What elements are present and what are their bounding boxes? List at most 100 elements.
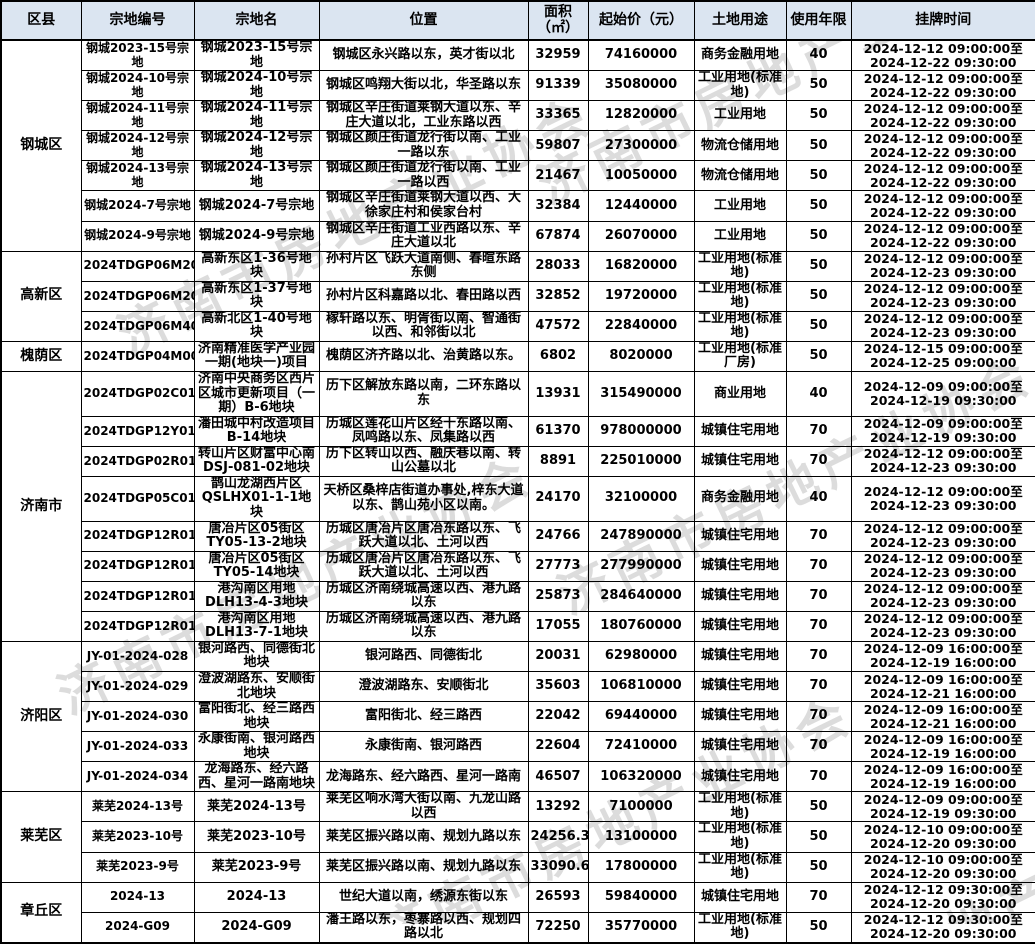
- parcel-code-cell: 2024TDGP06M2005: [81, 281, 194, 311]
- area-cell: 32852: [528, 281, 588, 311]
- listing-time-line: 2024-12-09 16:00:00至: [852, 642, 1035, 656]
- location-cell: 稼轩路以东、明胥街以南、智通街以西、和邻街以北: [319, 311, 528, 341]
- listing-time-line: 2024-12-19 09:30:00: [852, 807, 1035, 821]
- area-cell: 13931: [528, 372, 588, 417]
- use-years-cell: 70: [786, 416, 851, 446]
- parcel-name-cell: 莱芜2023-10号: [194, 822, 319, 852]
- start-price-cell: 315490000: [588, 372, 694, 417]
- land-use-cell: 城镇住宅用地: [694, 581, 786, 611]
- use-years-cell: 70: [786, 732, 851, 762]
- parcel-code-cell: 莱芜2023-9号: [81, 852, 194, 882]
- listing-time-line: 2024-12-12 09:00:00至: [852, 72, 1035, 86]
- area-cell: 24256.3: [528, 822, 588, 852]
- area-cell: 61370: [528, 416, 588, 446]
- table-row: 2024TDGP02R0117转山片区财富中心南DSJ-081-02地块历下区转…: [1, 446, 1035, 476]
- listing-time-line: 2024-12-12 09:00:00至: [852, 312, 1035, 326]
- land-use-cell: 城镇住宅用地: [694, 446, 786, 476]
- table-row: 槐荫区2024TDGP04M0002济南精准医学产业园一期(地块一)项目槐荫区济…: [1, 341, 1035, 371]
- start-price-cell: 19720000: [588, 281, 694, 311]
- district-cell: 莱芜区: [1, 792, 81, 882]
- use-years-cell: 50: [786, 71, 851, 101]
- land-use-cell: 商业用地: [694, 372, 786, 417]
- land-use-cell: 工业用地(标准地): [694, 311, 786, 341]
- location-cell: 孙村片区飞跃大道南侧、春暄东路东侧: [319, 251, 528, 281]
- listing-time-line: 2024-12-12 09:00:00至: [852, 162, 1035, 176]
- parcel-name-cell: 2024-G09: [194, 912, 319, 943]
- listing-time-line: 2024-12-12 09:00:00至: [852, 282, 1035, 296]
- start-price-cell: 59840000: [588, 882, 694, 912]
- parcel-code-cell: 钢城2024-10号宗地: [81, 71, 194, 101]
- area-cell: 13292: [528, 792, 588, 822]
- listing-time-line: 2024-12-22 09:30:00: [852, 206, 1035, 220]
- listing-time-line: 2024-12-20 09:30:00: [852, 927, 1035, 941]
- start-price-cell: 284640000: [588, 581, 694, 611]
- area-cell: 24170: [528, 476, 588, 521]
- listing-time-line: 2024-12-21 16:00:00: [852, 687, 1035, 701]
- parcel-code-cell: 钢城2024-11号宗地: [81, 101, 194, 131]
- start-price-cell: 7100000: [588, 792, 694, 822]
- listing-time-line: 2024-12-09 09:00:00至: [852, 380, 1035, 394]
- listing-time-line: 2024-12-12 09:00:00至: [852, 102, 1035, 116]
- header-row: 区县 宗地编号 宗地名 位置 面积 （㎡） 起始价（元） 土地用途 使用年限 挂…: [1, 1, 1035, 40]
- area-cell: 21467: [528, 161, 588, 191]
- parcel-code-cell: 2024TDGP12R0114: [81, 551, 194, 581]
- area-cell: 33365: [528, 101, 588, 131]
- header-start-price: 起始价（元）: [588, 1, 694, 40]
- location-cell: 槐荫区济齐路以北、治黄路以东。: [319, 341, 528, 371]
- start-price-cell: 69440000: [588, 702, 694, 732]
- district-cell: 章丘区: [1, 882, 81, 943]
- listing-time-line: 2024-12-23 09:30:00: [852, 536, 1035, 550]
- location-cell: 富阳街北、经三路西: [319, 702, 528, 732]
- listing-time-line: 2024-12-10 09:00:00至: [852, 853, 1035, 867]
- table-row: 2024TDGP12R0116港沟南区用地DLH13-7-1地块历城区济南绕城高…: [1, 611, 1035, 641]
- use-years-cell: 40: [786, 476, 851, 521]
- land-use-cell: 城镇住宅用地: [694, 702, 786, 732]
- table-header: 区县 宗地编号 宗地名 位置 面积 （㎡） 起始价（元） 土地用途 使用年限 挂…: [1, 1, 1035, 40]
- listing-time-line: 2024-12-20 09:30:00: [852, 837, 1035, 851]
- table-row: 2024TDGP12R0114唐冶片区05街区TY05-14地块历城区唐冶片区唐…: [1, 551, 1035, 581]
- listing-time-line: 2024-12-22 09:30:00: [852, 176, 1035, 190]
- land-use-cell: 城镇住宅用地: [694, 762, 786, 792]
- parcel-code-cell: 2024TDGP04M0002: [81, 341, 194, 371]
- parcel-name-cell: 富阳街北、经三路西地块: [194, 702, 319, 732]
- parcel-name-cell: 港沟南区用地DLH13-7-1地块: [194, 611, 319, 641]
- location-cell: 钢城区辛庄街道工业西路以东、辛庄大道以北: [319, 221, 528, 251]
- start-price-cell: 26070000: [588, 221, 694, 251]
- use-years-cell: 70: [786, 611, 851, 641]
- listing-time-line: 2024-12-22 09:30:00: [852, 236, 1035, 250]
- district-cell: 槐荫区: [1, 341, 81, 371]
- listing-time-line: 2024-12-19 16:00:00: [852, 777, 1035, 791]
- land-use-cell: 城镇住宅用地: [694, 882, 786, 912]
- start-price-cell: 74160000: [588, 40, 694, 71]
- header-parcel-code: 宗地编号: [81, 1, 194, 40]
- start-price-cell: 10050000: [588, 161, 694, 191]
- use-years-cell: 50: [786, 191, 851, 221]
- start-price-cell: 35770000: [588, 912, 694, 943]
- use-years-cell: 50: [786, 131, 851, 161]
- start-price-cell: 22840000: [588, 311, 694, 341]
- start-price-cell: 12440000: [588, 191, 694, 221]
- location-cell: 历城区莲花山片区经十东路以南、凤鸣路以东、凤集路以西: [319, 416, 528, 446]
- parcel-code-cell: JY-01-2024-028: [81, 641, 194, 671]
- table-row: 钢城区钢城2023-15号宗地钢城2023-15号宗地钢城区永兴路以东，英才街以…: [1, 40, 1035, 71]
- listing-time-line: 2024-12-09 09:00:00至: [852, 793, 1035, 807]
- use-years-cell: 70: [786, 702, 851, 732]
- area-cell: 22604: [528, 732, 588, 762]
- land-use-cell: 工业用地: [694, 191, 786, 221]
- table-row: 2024TDGP12Y0112潘田城中村改造项目B-14地块历城区莲花山片区经十…: [1, 416, 1035, 446]
- area-cell: 26593: [528, 882, 588, 912]
- listing-time-line: 2024-12-09 16:00:00至: [852, 673, 1035, 687]
- parcel-code-cell: JY-01-2024-029: [81, 671, 194, 701]
- parcel-code-cell: 2024-G09: [81, 912, 194, 943]
- parcel-code-cell: 2024-13: [81, 882, 194, 912]
